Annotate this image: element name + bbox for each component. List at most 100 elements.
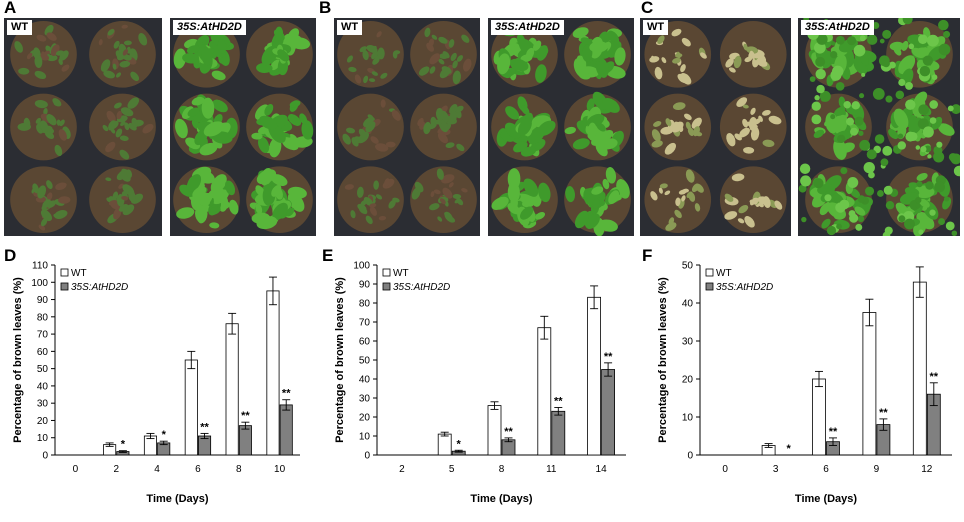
leaf bbox=[865, 186, 875, 196]
leaf bbox=[366, 45, 378, 53]
x-tick-label: 11 bbox=[546, 464, 557, 475]
leaf bbox=[816, 84, 825, 94]
leaf bbox=[929, 117, 937, 124]
y-tick-label: 10 bbox=[682, 413, 694, 424]
leaf bbox=[863, 161, 875, 174]
leaf bbox=[429, 53, 441, 65]
leaf bbox=[431, 34, 438, 40]
leaf bbox=[855, 223, 863, 231]
bar bbox=[587, 296, 602, 456]
y-tick-label: 40 bbox=[37, 381, 49, 392]
leaf bbox=[362, 49, 369, 61]
significance-label: ** bbox=[930, 371, 939, 383]
y-tick-label: 70 bbox=[37, 330, 49, 341]
leaf bbox=[448, 39, 455, 48]
leaf bbox=[228, 199, 239, 215]
leaf bbox=[693, 126, 700, 137]
leaf bbox=[37, 185, 47, 199]
significance-label: ** bbox=[504, 426, 513, 438]
leaf bbox=[694, 203, 701, 212]
leaf bbox=[918, 34, 928, 45]
leaf bbox=[424, 27, 431, 38]
leaf bbox=[677, 73, 687, 83]
leaf bbox=[186, 45, 200, 54]
leaf bbox=[866, 34, 878, 45]
leaf bbox=[739, 127, 750, 138]
leaf bbox=[54, 144, 63, 157]
leaf bbox=[342, 133, 351, 145]
legend-swatch bbox=[60, 268, 69, 277]
leaf bbox=[665, 118, 672, 127]
leaf bbox=[927, 154, 932, 159]
leaf bbox=[685, 169, 695, 183]
leaf bbox=[889, 41, 905, 51]
leaf bbox=[357, 203, 367, 212]
leaf bbox=[938, 123, 955, 136]
leaf bbox=[105, 177, 112, 182]
leaf bbox=[731, 173, 745, 182]
legend-label: WT bbox=[71, 268, 87, 279]
leaf bbox=[951, 104, 960, 115]
leaf bbox=[34, 55, 43, 69]
x-tick-label: 5 bbox=[449, 464, 455, 475]
leaf bbox=[535, 212, 546, 220]
leaf bbox=[614, 47, 626, 66]
leaf bbox=[945, 221, 955, 231]
leaf bbox=[258, 136, 270, 154]
leaf bbox=[580, 37, 593, 46]
leaf bbox=[417, 117, 424, 126]
panel-letter-c: C bbox=[641, 0, 654, 17]
leaf bbox=[882, 29, 892, 39]
leaf bbox=[858, 130, 864, 136]
y-tick-label: 70 bbox=[359, 318, 371, 329]
leaf bbox=[437, 216, 443, 222]
leaf bbox=[671, 28, 682, 37]
leaf bbox=[931, 74, 938, 81]
x-tick-label: 2 bbox=[113, 464, 119, 475]
leaf bbox=[835, 35, 845, 45]
leaf bbox=[758, 115, 763, 122]
leaf bbox=[676, 51, 681, 59]
leaf bbox=[816, 33, 828, 45]
leaf bbox=[919, 65, 931, 77]
leaf bbox=[650, 191, 658, 201]
leaf bbox=[42, 199, 51, 209]
leaf bbox=[532, 40, 542, 51]
chart-f: 0 10 20 30 40 50 Percentage of brown leaves (%… bbox=[640, 255, 962, 522]
legend-swatch bbox=[382, 282, 391, 291]
leaf bbox=[113, 40, 120, 49]
leaf bbox=[657, 35, 665, 44]
leaf bbox=[370, 136, 379, 144]
leaf bbox=[108, 120, 116, 131]
leaf bbox=[350, 210, 356, 219]
leaf bbox=[700, 52, 707, 59]
leaf bbox=[430, 116, 437, 128]
x-tick-label: 3 bbox=[773, 464, 779, 475]
leaf bbox=[686, 191, 693, 198]
legend-label: WT bbox=[716, 268, 732, 279]
leaf bbox=[40, 218, 48, 227]
leaf bbox=[301, 120, 314, 140]
leaf bbox=[943, 196, 950, 202]
leaf bbox=[574, 210, 589, 229]
leaf bbox=[904, 218, 915, 230]
leaf bbox=[749, 124, 758, 131]
x-tick-label: 0 bbox=[722, 464, 728, 475]
leaf bbox=[365, 215, 373, 225]
leaf bbox=[743, 43, 748, 51]
leaf bbox=[287, 186, 307, 199]
leaf bbox=[55, 182, 67, 191]
leaf bbox=[938, 19, 949, 31]
leaf bbox=[199, 199, 210, 206]
leaf bbox=[441, 174, 455, 184]
photo-label-wt: WT bbox=[7, 20, 33, 35]
leaf bbox=[589, 41, 608, 53]
leaf bbox=[510, 196, 518, 210]
leaf bbox=[348, 66, 357, 73]
leaf bbox=[915, 203, 921, 209]
bar bbox=[862, 312, 877, 456]
leaf bbox=[449, 110, 457, 123]
y-tick-label: 80 bbox=[37, 312, 49, 323]
leaf bbox=[943, 30, 951, 38]
